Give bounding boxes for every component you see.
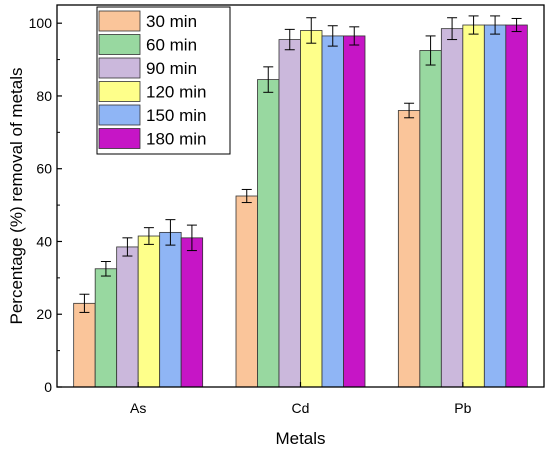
legend-label: 150 min	[146, 106, 206, 125]
legend-swatch	[98, 81, 141, 102]
bar-pb-150-min	[483, 24, 507, 388]
legend-swatch	[98, 57, 141, 79]
legend-label: 180 min	[146, 130, 206, 149]
y-tick-label: 0	[44, 379, 52, 395]
bar-cd-60-min	[257, 79, 280, 388]
legend-swatch	[98, 104, 141, 126]
x-axis: As Cd Pb	[130, 382, 472, 416]
y-tick-label: 60	[36, 161, 52, 177]
bar-pb-60-min	[419, 50, 442, 388]
bars-layer	[73, 24, 528, 388]
legend-label: 120 min	[146, 83, 206, 102]
legend: 30 min 60 min 90 min 120 min 150 min 180 min	[96, 6, 231, 155]
legend-label: 60 min	[146, 36, 197, 55]
y-tick-label: 20	[36, 306, 52, 322]
bar-cd-120-min	[300, 30, 323, 388]
bar-pb-180-min	[505, 24, 528, 388]
x-tick-label: As	[130, 400, 146, 416]
y-tick-label: 80	[36, 88, 52, 104]
bar-as-120-min	[137, 235, 161, 388]
x-tick-label: Pb	[454, 400, 471, 416]
x-axis-title: Metals	[275, 429, 325, 448]
bar-cd-90-min	[278, 39, 301, 388]
y-tick-label: 100	[29, 15, 53, 31]
bar-cd-150-min	[321, 35, 344, 388]
bar-as-180-min	[180, 237, 204, 388]
bar-as-150-min	[159, 231, 182, 388]
y-tick-label: 40	[36, 233, 52, 249]
bar-as-90-min	[116, 246, 139, 388]
x-tick-label: Cd	[292, 400, 310, 416]
error-bars-layer	[79, 15, 522, 313]
bar-cd-180-min	[343, 35, 366, 388]
bar-as-30-min	[73, 302, 96, 388]
y-axis-title: Percentage (%) removal of metals	[7, 68, 26, 325]
legend-swatch	[98, 128, 141, 149]
bar-pb-90-min	[440, 28, 464, 388]
bar-pb-30-min	[397, 110, 421, 388]
y-axis: 0 20 40 60 80 100	[29, 15, 62, 395]
bar-as-60-min	[94, 268, 118, 388]
legend-label: 30 min	[146, 12, 197, 31]
legend-swatch	[98, 34, 141, 55]
legend-swatch	[98, 10, 141, 32]
legend-label: 90 min	[146, 59, 197, 78]
bar-cd-30-min	[235, 195, 258, 388]
bar-pb-120-min	[462, 24, 485, 388]
